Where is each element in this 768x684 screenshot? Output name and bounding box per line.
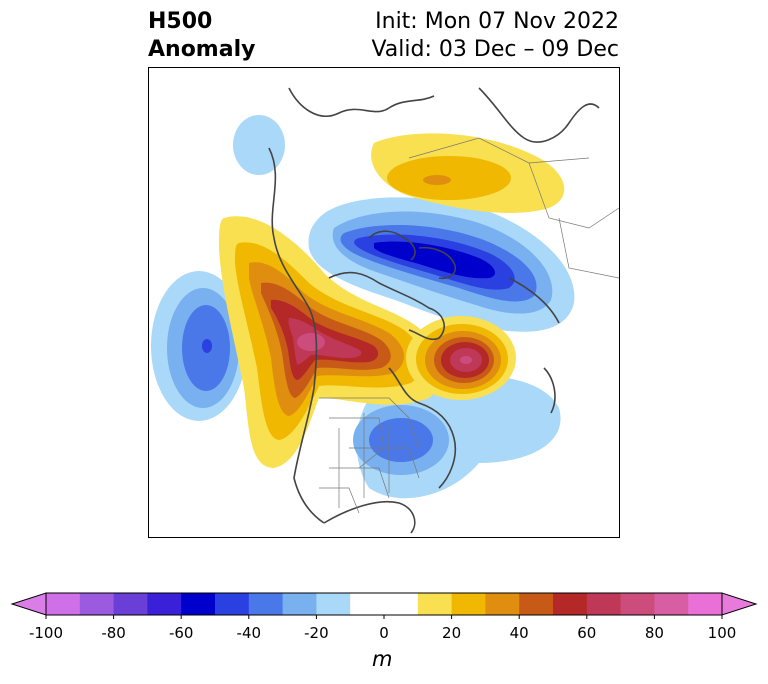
colorbar-segment xyxy=(316,593,351,615)
colorbar-tick-label: -20 xyxy=(304,624,329,642)
colorbar-tick-label: -80 xyxy=(101,624,126,642)
colorbar-segment xyxy=(586,593,622,615)
init-date: Init: Mon 07 Nov 2022 xyxy=(375,9,619,34)
colorbar-segment xyxy=(282,593,317,615)
colorbar-tick-label: -40 xyxy=(236,624,262,642)
colorbar-tick-label: 40 xyxy=(509,624,529,642)
colorbar-tick-label: 0 xyxy=(379,624,389,642)
labrador-positive-anomaly xyxy=(406,316,516,400)
pacific-negative-anomaly xyxy=(151,271,247,421)
colorbar-segment xyxy=(79,593,115,615)
coastlines xyxy=(268,87,600,534)
siberia-positive-anomaly xyxy=(371,133,565,213)
alaska-negative-blob xyxy=(233,115,285,175)
colorbar-segment xyxy=(248,593,284,615)
anomaly-map-svg xyxy=(149,68,619,537)
colorbar xyxy=(10,592,758,619)
colorbar-segment xyxy=(688,593,723,615)
colorbar-tick-label: 60 xyxy=(577,624,597,642)
colorbar-segment xyxy=(181,593,216,615)
colorbar-segment xyxy=(350,593,385,615)
colorbar-segment xyxy=(417,593,453,615)
colorbar-segment xyxy=(451,593,486,615)
colorbar-tick-label: -100 xyxy=(28,624,64,642)
anomaly-map xyxy=(148,67,620,538)
colorbar-tick-label: 100 xyxy=(707,624,737,642)
colorbar-segment xyxy=(485,593,520,615)
colorbar-unit-label: m xyxy=(372,647,393,671)
colorbar-segment xyxy=(215,593,250,615)
colorbar-segment xyxy=(553,593,588,615)
western-ridge-positive-anomaly xyxy=(219,216,446,468)
colorbar-tick-label: -60 xyxy=(168,624,194,642)
colorbar-segment xyxy=(113,593,148,615)
colorbar-segment xyxy=(620,593,655,615)
chart-title-left: H500 Anomaly xyxy=(148,8,255,64)
colorbar-segment xyxy=(654,593,689,615)
chart-title-right: Init: Mon 07 Nov 2022 Valid: 03 Dec – 09… xyxy=(371,8,619,64)
title-subtitle: Anomaly xyxy=(148,37,256,62)
colorbar-over-arrow xyxy=(721,592,758,616)
colorbar-segment xyxy=(519,593,554,615)
colorbar-segment xyxy=(147,593,182,615)
colorbar-segment xyxy=(384,593,419,615)
anomaly-contours xyxy=(151,115,575,499)
colorbar-under-arrow xyxy=(10,592,47,616)
colorbar-tick-label: 80 xyxy=(644,624,664,642)
arctic-negative-anomaly xyxy=(308,197,575,332)
eastern-negative-anomaly xyxy=(353,374,561,499)
political-borders xyxy=(319,137,619,514)
colorbar-tick-label: 20 xyxy=(442,624,462,642)
colorbar-segment xyxy=(46,593,81,615)
title-variable: H500 xyxy=(148,9,213,34)
valid-range: Valid: 03 Dec – 09 Dec xyxy=(371,37,619,62)
